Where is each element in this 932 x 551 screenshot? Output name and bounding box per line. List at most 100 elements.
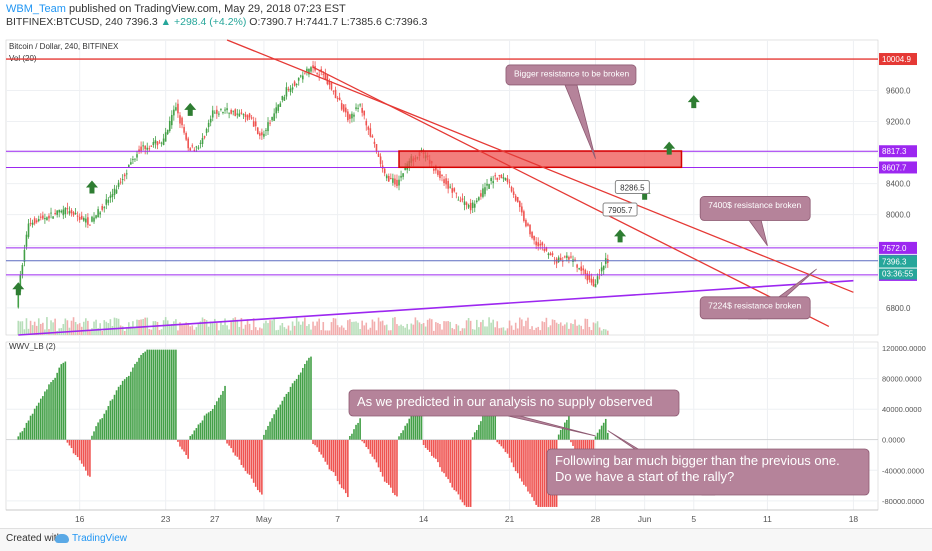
candle: [316, 72, 318, 74]
volume-bar: [201, 317, 204, 335]
candle: [193, 149, 196, 151]
volume-bar: [420, 324, 423, 335]
oscillator-bar: [572, 439, 574, 446]
volume-bar: [580, 325, 582, 335]
osc-axis-label: -40000.0000: [882, 466, 924, 475]
osc-axis-label: 40000.0000: [882, 405, 922, 414]
oscillator-bar: [447, 439, 449, 480]
candle: [60, 210, 63, 213]
oscillator-bar: [162, 349, 165, 440]
volume-bar: [19, 321, 22, 335]
oscillator-bar: [62, 362, 65, 440]
volume-bar: [572, 324, 574, 335]
volume-bar: [238, 326, 241, 335]
oscillator-bar: [441, 439, 443, 472]
candle: [113, 188, 116, 196]
volume-bar: [232, 318, 235, 335]
volume-bar: [433, 330, 435, 335]
volume-bar: [332, 318, 335, 335]
candle: [220, 108, 222, 110]
candle: [369, 128, 372, 137]
volume-bar: [130, 326, 132, 335]
volume-bar: [541, 321, 544, 335]
volume-bar: [349, 319, 351, 335]
candle: [306, 68, 308, 72]
oscillator-bar: [340, 439, 343, 489]
oscillator-bar: [508, 439, 511, 458]
candle: [78, 216, 81, 220]
candle: [244, 114, 247, 117]
candle: [512, 191, 515, 195]
candle: [213, 112, 216, 114]
oscillator-bar: [338, 439, 341, 485]
candle: [76, 215, 79, 217]
candle: [480, 193, 482, 197]
candle: [44, 218, 46, 220]
candle: [87, 217, 89, 225]
oscillator-bar: [435, 439, 437, 459]
volume-bar: [101, 330, 104, 335]
volume-bar: [197, 322, 200, 335]
candle: [117, 182, 120, 187]
oscillator-bar: [533, 439, 535, 501]
candle: [590, 278, 593, 283]
oscillator-bar: [516, 439, 519, 474]
author-link[interactable]: WBM_Team: [6, 3, 66, 15]
volume-bar: [498, 328, 501, 335]
volume-bar: [535, 327, 537, 335]
candle: [359, 104, 361, 106]
oscillator-bar: [220, 394, 222, 440]
oscillator-bar: [242, 439, 245, 468]
volume-bar: [35, 325, 38, 335]
up-arrow-icon: [184, 102, 197, 116]
tradingview-brand-link[interactable]: TradingView: [72, 533, 128, 544]
oscillator-bar: [42, 396, 44, 440]
volume-bar: [287, 325, 290, 335]
volume-bar: [42, 322, 44, 335]
volume-bar: [281, 322, 284, 335]
candle: [236, 113, 239, 115]
price-tag-label: 7905.7: [608, 206, 633, 215]
volume-bar: [478, 327, 480, 335]
oscillator-bar: [420, 399, 423, 440]
volume-bar: [330, 322, 333, 335]
volume-bar: [555, 322, 558, 335]
oscillator-bar: [506, 439, 509, 454]
volume-bar: [463, 328, 466, 335]
oscillator-bar: [173, 349, 175, 440]
price-axis-label: 8000.0: [886, 211, 911, 220]
candle: [205, 128, 208, 133]
candle: [496, 177, 499, 180]
oscillator-bar: [473, 432, 476, 440]
oscillator-bar: [195, 428, 198, 440]
volume-bar: [273, 317, 275, 335]
volume-bar: [318, 318, 320, 335]
oscillator-bar: [490, 399, 492, 440]
oscillator-bar: [443, 439, 445, 474]
oscillator-bar: [85, 439, 87, 471]
volume-bar: [21, 321, 24, 335]
oscillator-bar: [302, 367, 304, 440]
oscillator-bar: [97, 422, 99, 440]
oscillator-bar: [248, 439, 251, 475]
oscillator-bar: [46, 389, 48, 440]
oscillator-bar: [89, 439, 91, 477]
volume-bar: [428, 318, 431, 335]
oscillator-bar: [465, 439, 468, 507]
volume-bar: [424, 326, 427, 335]
oscillator-bar: [449, 439, 451, 483]
oscillator-bar: [166, 349, 169, 440]
volume-bar: [506, 328, 509, 335]
volume-bar: [457, 325, 460, 335]
volume-bar: [216, 323, 218, 335]
oscillator-bar: [383, 439, 386, 482]
candle: [455, 192, 458, 194]
oscillator-bar: [410, 415, 413, 440]
candle: [275, 107, 277, 114]
candle: [449, 186, 451, 188]
candle: [459, 200, 462, 202]
volume-bar: [191, 325, 194, 335]
x-tick-label: 11: [763, 514, 772, 524]
oscillator-bar: [373, 439, 376, 460]
